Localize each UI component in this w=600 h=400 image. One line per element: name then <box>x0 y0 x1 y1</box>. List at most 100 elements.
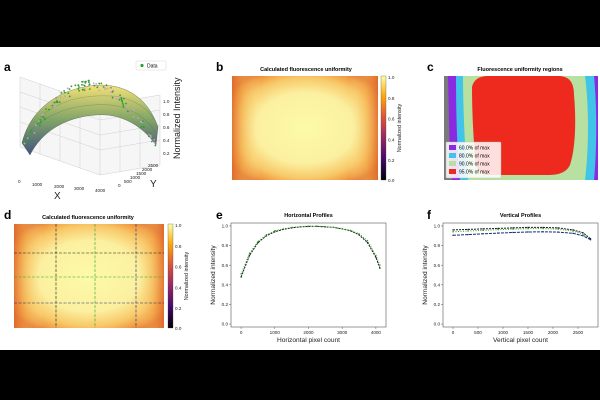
data-point <box>70 85 73 88</box>
data-point <box>118 98 121 101</box>
x-tick: 3000 <box>74 186 85 191</box>
data-point <box>379 267 381 269</box>
data-point <box>25 141 28 144</box>
legend-label-90: 90.0% of max <box>459 162 490 168</box>
data-point <box>67 92 70 94</box>
data-point <box>324 225 326 228</box>
data-point <box>77 88 80 90</box>
data-point <box>113 95 115 98</box>
data-point <box>316 225 318 227</box>
data-point <box>127 108 130 111</box>
data-point <box>582 233 584 235</box>
data-point <box>88 83 91 86</box>
data-point <box>93 84 96 87</box>
legend-marker <box>140 63 144 68</box>
panel-letter-f: f <box>427 208 432 222</box>
panel-title-d: Calculated fluorescence uniformity <box>42 215 135 221</box>
data-point <box>527 231 529 233</box>
data-point <box>112 89 115 92</box>
data-point <box>467 233 469 236</box>
x-tick: 0 <box>18 179 21 184</box>
data-point <box>265 235 268 237</box>
colorbar-tick: 0.6 <box>175 265 182 270</box>
colorbar-label-d: Normalized intensity <box>184 251 190 300</box>
y-tick-label: 1.0 <box>222 224 229 229</box>
data-point <box>33 132 36 134</box>
legend-label-95: 95.0% of max <box>459 170 490 176</box>
data-point <box>333 226 335 229</box>
colorbar-tick: 0.0 <box>388 178 395 183</box>
data-point <box>582 232 584 234</box>
panel-letter-a: a <box>4 60 11 74</box>
y-tick-label: 0.6 <box>222 263 229 268</box>
y-tick-label: 0.8 <box>222 243 229 248</box>
data-point <box>240 273 242 275</box>
z-tick: 0.8 <box>163 112 170 117</box>
data-point <box>78 90 80 92</box>
data-point <box>115 97 118 100</box>
chart-title: Horizontal Profiles <box>284 213 333 219</box>
data-point <box>375 256 377 258</box>
data-point <box>63 90 65 92</box>
data-point <box>358 233 360 235</box>
data-point <box>24 139 26 142</box>
x-tick-label: 1500 <box>523 330 534 335</box>
data-point <box>97 85 99 87</box>
data-point <box>375 254 377 257</box>
data-point <box>87 79 90 82</box>
y-tick-label: 0.4 <box>434 282 441 287</box>
data-point <box>379 264 381 266</box>
data-point <box>42 113 44 115</box>
y-tick: 0 <box>118 183 121 188</box>
panel-c: c Fluorescence uniformity regions 60.0% … <box>427 60 598 180</box>
legend-data-label: Data <box>147 64 158 70</box>
data-point <box>106 87 109 90</box>
data-point <box>341 228 343 230</box>
y-tick: 2500 <box>148 163 159 168</box>
data-point <box>366 241 369 244</box>
data-point <box>282 228 284 230</box>
data-point <box>153 142 156 144</box>
panel-title-c: Fluorescence uniformity regions <box>477 67 562 73</box>
data-point <box>542 231 544 233</box>
colorbar-tick: 0.8 <box>388 96 395 101</box>
data-point <box>52 103 55 106</box>
profile-series-3 <box>452 231 591 241</box>
data-point <box>299 225 301 228</box>
x-tick-label: 0 <box>452 330 455 335</box>
y-tick-label: 0.2 <box>434 302 441 307</box>
y-axis-label: Normalized intensity <box>210 245 217 305</box>
data-point <box>95 83 98 85</box>
data-point <box>34 124 37 127</box>
data-point <box>66 87 69 90</box>
data-point <box>118 96 121 98</box>
colorbar-d <box>167 223 174 329</box>
data-point <box>92 82 95 85</box>
panel-letter-d: d <box>4 208 11 222</box>
profile-lines-overlay <box>14 224 164 328</box>
data-point <box>512 231 514 234</box>
x-tick-label: 2000 <box>303 330 314 335</box>
data-point <box>140 120 143 123</box>
data-point <box>122 105 125 108</box>
data-point <box>123 97 125 100</box>
data-point <box>83 88 86 90</box>
data-point <box>497 227 499 230</box>
y-tick: 1000 <box>130 175 141 180</box>
panel-f: f Vertical Profiles 0 500 1000 1500 2000 2500 0… <box>422 208 599 344</box>
data-point <box>557 227 559 229</box>
data-point <box>140 126 143 129</box>
panel-d: d Calculated fluorescence uniformity 1.0… <box>4 208 190 331</box>
data-point <box>110 91 113 94</box>
data-point <box>125 102 127 105</box>
legend-a: Data <box>135 60 167 71</box>
data-point <box>81 88 84 91</box>
data-point <box>557 231 559 233</box>
data-points <box>23 79 157 147</box>
data-point <box>39 124 41 127</box>
data-point <box>56 100 58 102</box>
data-point <box>43 117 46 119</box>
data-point <box>527 228 529 230</box>
data-point <box>51 104 54 107</box>
colorbar-tick: 0.2 <box>388 158 395 163</box>
